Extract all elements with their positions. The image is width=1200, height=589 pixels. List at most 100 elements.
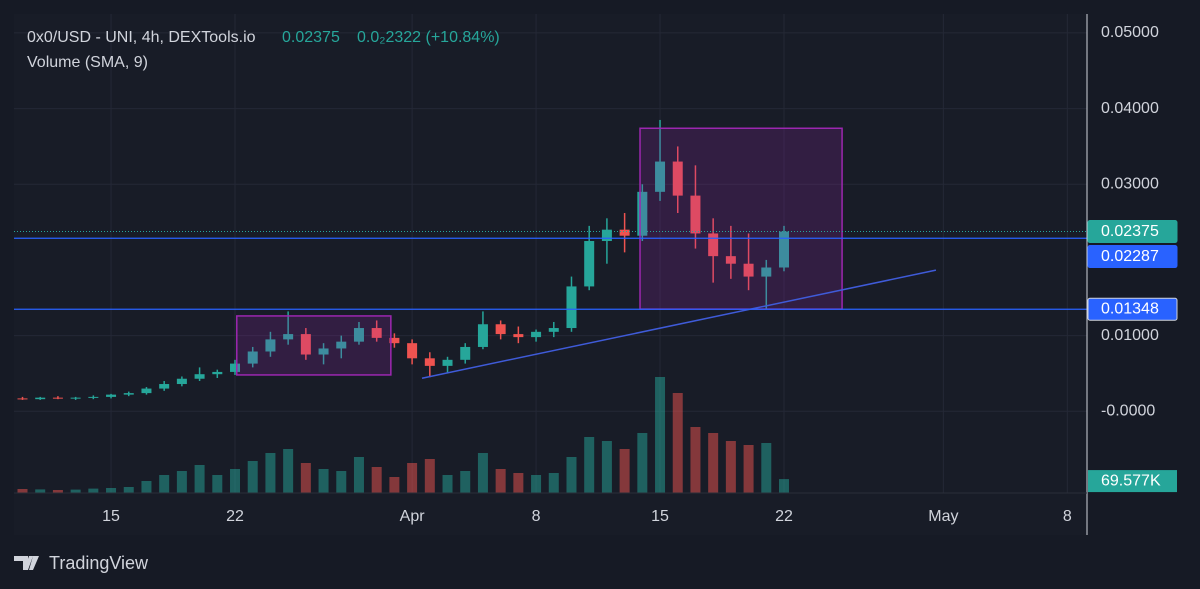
volume-bar bbox=[477, 453, 488, 493]
volume-bar bbox=[194, 465, 205, 493]
x-tick-label: 22 bbox=[775, 508, 793, 525]
candle-body bbox=[548, 328, 559, 332]
candle-body bbox=[566, 286, 577, 329]
volume-bar bbox=[761, 443, 772, 493]
candle-body bbox=[495, 324, 506, 335]
candle-body bbox=[35, 397, 46, 400]
volume-bar bbox=[283, 449, 294, 493]
volume-bar bbox=[371, 467, 382, 493]
volume-bar bbox=[601, 441, 612, 493]
volume-bar bbox=[247, 461, 258, 493]
level-label-box bbox=[1087, 297, 1178, 321]
x-tick-label: Apr bbox=[400, 508, 426, 525]
volume-bar bbox=[495, 469, 506, 493]
y-tick-label: 0.03000 bbox=[1101, 175, 1159, 192]
volume-bar bbox=[70, 489, 81, 493]
candle-body bbox=[601, 229, 612, 242]
candle-body bbox=[336, 341, 347, 349]
volume-bar bbox=[566, 457, 577, 493]
candle-body bbox=[176, 378, 187, 385]
candle-body bbox=[106, 394, 117, 397]
volume-bar bbox=[265, 453, 276, 493]
x-tick-label: 15 bbox=[651, 508, 669, 525]
candle-body bbox=[584, 241, 595, 287]
candle-body bbox=[761, 267, 772, 277]
volume-bar bbox=[123, 487, 134, 493]
overlays bbox=[14, 127, 1087, 379]
volume-bar bbox=[655, 377, 666, 493]
volume-bar bbox=[318, 469, 329, 493]
volume-bar bbox=[442, 475, 453, 493]
candle-body bbox=[123, 393, 134, 395]
volume-bar bbox=[336, 471, 347, 493]
volume-bar bbox=[743, 445, 754, 493]
volume-bar bbox=[619, 449, 630, 493]
y-tick-label: 0.04000 bbox=[1101, 100, 1159, 117]
volume-label-box bbox=[1088, 470, 1177, 493]
x-tick-label: 8 bbox=[1063, 508, 1072, 525]
y-tick-label: 0.05000 bbox=[1101, 24, 1159, 41]
candle-body bbox=[424, 358, 435, 366]
volume-bar bbox=[725, 441, 736, 493]
candle-body bbox=[690, 195, 701, 234]
volume-bar bbox=[407, 463, 418, 493]
candle-body bbox=[70, 397, 81, 399]
candle-body bbox=[194, 374, 205, 379]
volume-bar bbox=[708, 433, 719, 493]
candle-body bbox=[52, 397, 63, 399]
volume-bar bbox=[389, 477, 400, 493]
y-tick-label: 0.01000 bbox=[1101, 327, 1159, 344]
grid bbox=[14, 14, 1087, 493]
candle-body bbox=[477, 324, 488, 347]
volume-bar bbox=[88, 488, 99, 493]
x-tick-label: 15 bbox=[102, 508, 120, 525]
volume-bar bbox=[424, 459, 435, 493]
volume-bar bbox=[584, 437, 595, 493]
volume-bar bbox=[513, 473, 524, 493]
range-box bbox=[639, 127, 843, 310]
candle-body bbox=[141, 388, 152, 394]
candle-body bbox=[619, 229, 630, 236]
volume-bar bbox=[176, 471, 187, 493]
candle-body bbox=[743, 263, 754, 277]
level-label: 0.02287 bbox=[1101, 248, 1159, 265]
header-change: 0.0₂2322 (+10.84%) bbox=[357, 29, 500, 46]
volume-bar bbox=[17, 489, 28, 493]
candle-body bbox=[389, 337, 400, 344]
x-tick-label: 22 bbox=[226, 508, 244, 525]
candle-body bbox=[17, 398, 28, 400]
header-price: 0.02375 bbox=[282, 29, 340, 46]
last-price-label-box bbox=[1087, 220, 1178, 244]
brand-name: TradingView bbox=[49, 553, 149, 573]
level-label-box bbox=[1087, 245, 1178, 269]
candle-body bbox=[513, 334, 524, 338]
volume-bar bbox=[460, 471, 471, 493]
volume-bar bbox=[159, 475, 170, 493]
candle-body bbox=[300, 334, 311, 355]
candle-body bbox=[442, 359, 453, 366]
candle-body bbox=[159, 384, 170, 389]
volume-bar bbox=[230, 469, 241, 493]
x-tick-label: 8 bbox=[532, 508, 541, 525]
candle-body bbox=[353, 328, 364, 342]
candle-body bbox=[460, 346, 471, 360]
volume-bar bbox=[212, 475, 223, 493]
candle-body bbox=[230, 363, 241, 372]
candle-body bbox=[247, 351, 258, 364]
candle-body bbox=[407, 343, 418, 359]
candle-body bbox=[531, 331, 542, 338]
plot-area bbox=[14, 14, 1087, 535]
chart-title: 0x0/USD - UNI, 4h, DEXTools.io bbox=[27, 29, 256, 46]
candle-body bbox=[371, 328, 382, 338]
x-tick-label: May bbox=[928, 508, 958, 525]
volume-bar bbox=[353, 457, 364, 493]
y-tick-label: -0.0000 bbox=[1101, 402, 1155, 419]
marks bbox=[17, 119, 789, 493]
candle-body bbox=[212, 371, 223, 375]
candle-body bbox=[318, 348, 329, 355]
candle-body bbox=[708, 233, 719, 257]
candle-body bbox=[672, 161, 683, 196]
volume-bar bbox=[52, 490, 63, 493]
